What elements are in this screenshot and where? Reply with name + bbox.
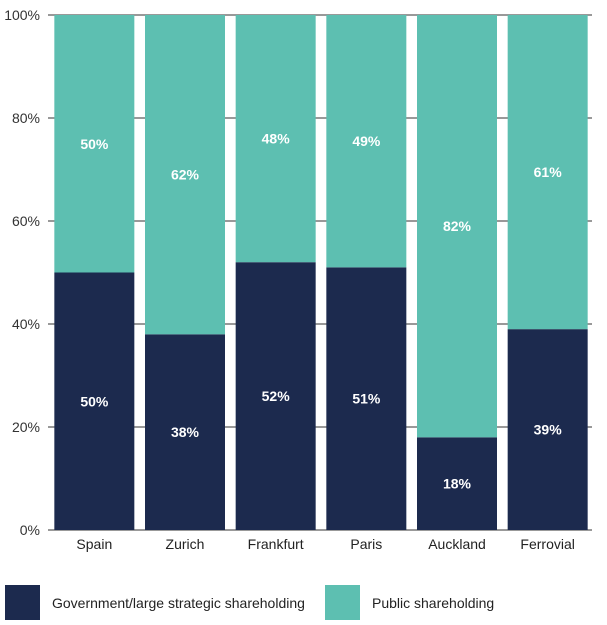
category-label-paris: Paris [350,536,382,552]
data-label-government-zurich: 38% [171,424,200,440]
category-label-ferrovial: Ferrovial [520,536,574,552]
bar-government-auckland [417,437,497,530]
legend-label-public: Public shareholding [372,594,495,611]
bar-government-frankfurt [235,262,316,530]
bar-public-auckland [417,15,497,438]
data-label-government-auckland: 18% [443,476,472,492]
y-tick-label: 80% [12,110,40,126]
x-axis-category-labels: Spain Zurich Frankfurt Paris Auckland Ferrovi… [76,536,574,552]
bar-public-frankfurt [235,15,316,263]
data-label-public-zurich: 62% [171,167,200,183]
y-tick-label: 20% [12,419,40,435]
category-label-zurich: Zurich [166,536,205,552]
data-label-public-spain: 50% [80,136,109,152]
data-label-public-auckland: 82% [443,218,472,234]
legend-label-government: Government/large strategic shareholding [52,594,305,611]
y-axis-tick-labels: 0% 20% 40% 60% 80% 100% [4,7,40,538]
legend: Government/large strategic shareholding … [0,585,607,621]
bar-government-spain [54,272,135,530]
bar-government-zurich [145,334,225,530]
gridlines [48,14,592,531]
bar-public-spain [54,15,135,273]
category-label-frankfurt: Frankfurt [248,536,304,552]
bar-government-paris [326,267,407,530]
data-label-government-paris: 51% [352,391,381,407]
data-label-public-paris: 49% [352,133,381,149]
category-label-auckland: Auckland [428,536,486,552]
bar-government-ferrovial [507,329,588,530]
data-label-government-ferrovial: 39% [534,422,563,438]
y-tick-label: 40% [12,316,40,332]
y-tick-label: 100% [4,7,40,23]
legend-swatch-public [325,585,360,620]
data-labels: 50% 50% 38% 62% 52% 48% 51% 49% 18% 82% 39% 61% [80,131,562,492]
data-label-public-frankfurt: 48% [262,131,291,147]
category-label-spain: Spain [76,536,112,552]
data-label-government-frankfurt: 52% [262,388,291,404]
bar-public-paris [326,15,407,268]
bar-public-zurich [145,15,225,335]
y-tick-label: 0% [20,522,40,538]
data-label-government-spain: 50% [80,393,109,409]
bars [54,15,588,530]
data-label-public-ferrovial: 61% [534,164,563,180]
bar-public-ferrovial [507,15,588,330]
legend-item-government: Government/large strategic shareholding [5,585,305,620]
legend-item-public: Public shareholding [325,585,494,620]
y-tick-label: 60% [12,213,40,229]
legend-swatch-government [5,585,40,620]
